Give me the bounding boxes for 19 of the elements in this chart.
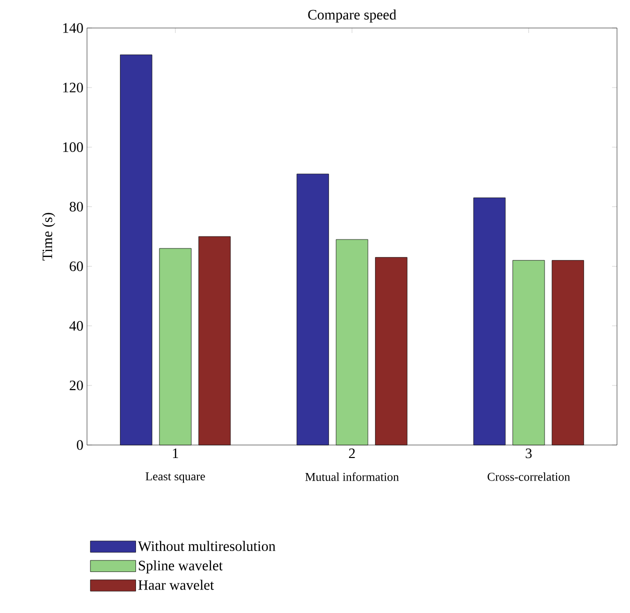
y-tick-label: 80 [70, 202, 83, 212]
y-tick-label: 100 [63, 142, 83, 152]
y-axis-title: Time (s) [42, 212, 56, 260]
y-tick-label: 120 [63, 82, 83, 92]
x-tick-label: 1 [173, 448, 178, 458]
text: Mutual information [305, 472, 399, 481]
legend-label: Spline wavelet [138, 560, 223, 574]
y-tick-label: 20 [70, 380, 83, 390]
text: Least square [146, 472, 205, 483]
y-tick-label: 40 [69, 321, 83, 331]
x-tick-label: 2 [349, 448, 355, 458]
chart-title: Compare speed [308, 9, 396, 22]
text: Cross-correlation [488, 472, 570, 481]
legend-label: Without multiresolution [138, 540, 276, 552]
y-tick-label: 60 [70, 261, 83, 272]
x-tick-label: 3 [526, 448, 532, 458]
y-tick-label: 0 [76, 440, 83, 450]
legend-label: Haar wavelet [138, 580, 214, 590]
y-tick-label: 140 [63, 23, 83, 33]
